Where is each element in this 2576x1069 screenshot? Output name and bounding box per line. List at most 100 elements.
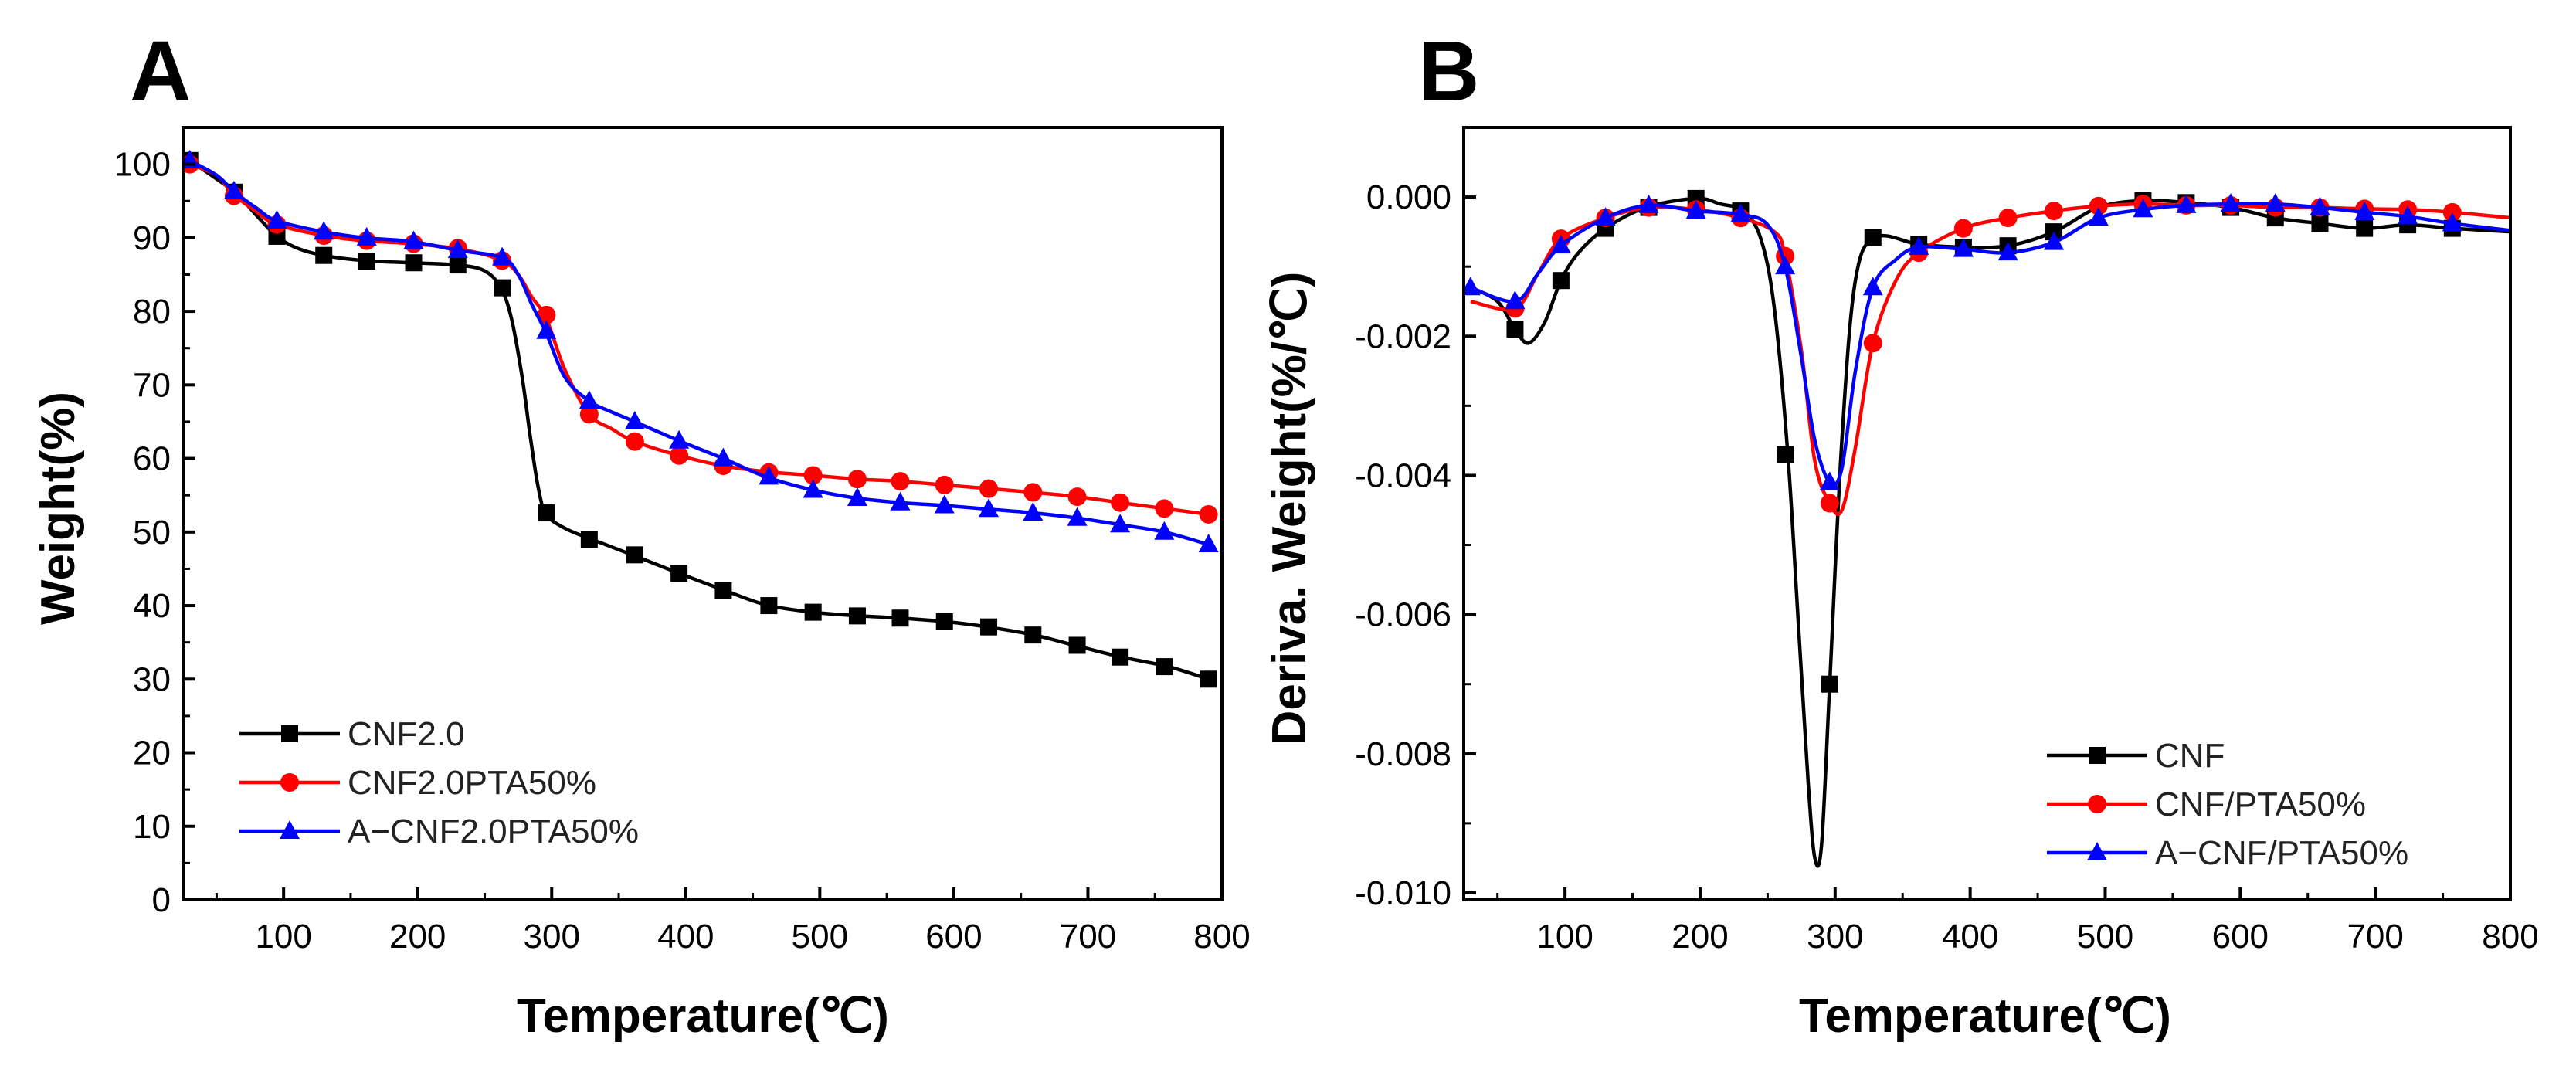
panel-a-x-axis-label: Temperature(℃) [517,989,889,1043]
data-point [1595,207,1616,226]
x-tick-label: 200 [1672,918,1728,955]
data-point [1863,334,1882,353]
data-point [266,209,287,229]
data-point [2354,201,2375,220]
data-point [403,230,424,249]
y-tick-label: 40 [133,587,171,625]
data-point [714,582,732,599]
data-point [2265,193,2286,212]
data-point [759,466,779,485]
data-point [1464,277,1481,296]
data-point [1111,493,1130,512]
y-tick-label: -0.008 [1355,735,1451,773]
x-tick-label: 600 [925,918,982,955]
y-tick-label: 90 [133,219,171,257]
data-point [626,546,643,564]
x-tick-label: 200 [389,918,446,955]
data-point [760,597,778,615]
data-point [979,479,999,498]
panel-a-legend: CNF2.0 CNF2.0PTA50% A−CNF2.0PTA50% [239,715,639,850]
data-point [1200,670,1217,688]
series-2 [1464,193,2510,490]
data-point [803,479,823,498]
data-point [804,603,822,621]
panel-a-label: A [130,24,191,119]
panel-b-y-axis-label: Deriva. Weight(%/℃) [1263,272,1316,745]
y-tick-label: -0.002 [1355,317,1451,355]
legend-marker [2089,747,2106,764]
y-tick-label: 100 [114,146,171,184]
data-point [1775,256,1796,275]
y-tick-label: -0.006 [1355,596,1451,634]
data-point [1997,242,2018,261]
data-point [1110,514,1131,533]
data-point [1198,534,1219,552]
data-point [314,221,334,240]
legend-label: CNF2.0PTA50% [348,764,596,802]
data-point [1953,219,1973,238]
data-point [2398,205,2418,225]
data-point [935,475,954,494]
data-point [1506,321,1524,338]
x-tick-label: 100 [1536,918,1593,955]
panel-b: B 100 200 300 400 500 600 700 800 0.000 -0.002 -0.… [1263,24,2539,1043]
data-point [980,618,998,636]
panel-a-axes: 100 200 300 400 500 600 700 800 0 10 20 30 40 50 60 70 8… [114,126,1251,955]
y-tick-label: -0.010 [1355,874,1451,912]
data-point [2442,202,2462,222]
data-point [1820,494,1839,513]
data-point [447,239,468,259]
data-point [1777,446,1794,463]
data-point [1505,290,1526,310]
data-point [1730,203,1751,222]
x-tick-label: 400 [657,918,714,955]
y-tick-label: 80 [133,293,171,331]
data-point [669,429,690,449]
x-tick-label: 300 [1807,918,1863,955]
data-point [2044,231,2065,250]
panel-b-axes: 100 200 300 400 500 600 700 800 0.000 -0.002 -0.00… [1355,126,2539,955]
data-point [579,390,599,409]
panel-a-plot-area [183,149,1219,688]
data-point [538,504,555,522]
data-point [1953,238,1974,257]
data-point [670,446,689,465]
data-point [1112,648,1129,666]
panel-a: A 100 200 300 400 500 600 700 800 0 10 20 30 40 50 60 7… [32,24,1251,1043]
data-point [847,487,867,506]
data-point [1068,636,1086,654]
data-point [890,491,911,511]
data-point [2356,219,2374,237]
data-point [891,609,909,627]
data-point [1155,499,1174,518]
legend-label: A−CNF/PTA50% [2155,834,2408,872]
data-point [356,226,377,246]
legend-marker [280,773,299,792]
data-point [935,613,953,630]
y-tick-label: 30 [133,660,171,698]
data-point [1550,235,1571,254]
data-point [713,447,734,467]
x-tick-label: 700 [2347,918,2403,955]
data-point [1023,483,1043,502]
data-point [1821,675,1838,693]
data-point [579,405,599,424]
data-point [2045,202,2064,221]
data-point [2089,196,2108,215]
data-point [1023,502,1044,521]
data-point [670,565,688,582]
y-tick-label: 10 [133,808,171,846]
data-point [1067,507,1088,526]
data-point [848,607,866,625]
data-point [891,472,910,491]
data-point [1024,626,1042,644]
panel-b-legend: CNF CNF/PTA50% A−CNF/PTA50% [2047,737,2408,872]
plot-frame [182,126,1224,901]
x-tick-label: 100 [255,918,311,955]
y-tick-label: -0.004 [1355,456,1451,494]
data-point [315,246,333,264]
panel-b-label: B [1418,24,1479,119]
data-point [1552,272,1570,290]
data-point [537,305,556,324]
data-point [580,531,598,548]
